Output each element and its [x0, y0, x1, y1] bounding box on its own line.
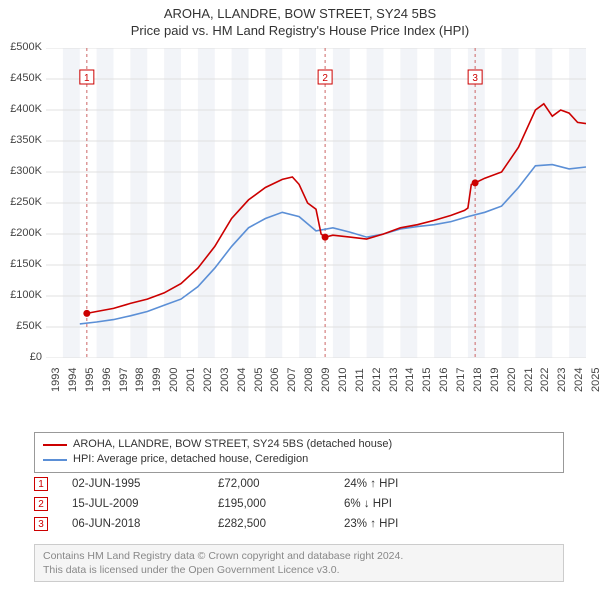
- x-tick-label: 2024: [573, 368, 585, 392]
- tx-marker: 1: [34, 477, 48, 491]
- x-tick-label: 2025: [590, 368, 600, 392]
- legend-row: AROHA, LLANDRE, BOW STREET, SY24 5BS (de…: [43, 437, 555, 452]
- y-tick-label: £450K: [2, 72, 42, 84]
- legend-label: HPI: Average price, detached house, Cere…: [73, 452, 308, 467]
- x-tick-label: 1998: [134, 368, 146, 392]
- x-tick-label: 2021: [523, 368, 535, 392]
- y-tick-label: £0: [2, 351, 42, 363]
- tx-delta: 24% ↑ HPI: [344, 478, 484, 490]
- tx-date: 06-JUN-2018: [72, 518, 212, 530]
- x-tick-label: 1993: [50, 368, 62, 392]
- x-tick-label: 2020: [506, 368, 518, 392]
- tx-date: 15-JUL-2009: [72, 498, 212, 510]
- x-tick-label: 2009: [320, 368, 332, 392]
- chart-svg: 1 2 3: [46, 48, 586, 358]
- x-tick-label: 1999: [151, 368, 163, 392]
- table-row: 2 15-JUL-2009 £195,000 6% ↓ HPI: [34, 494, 564, 514]
- chart-title: AROHA, LLANDRE, BOW STREET, SY24 5BS: [0, 0, 600, 21]
- x-tick-label: 2007: [286, 368, 298, 392]
- tx-marker: 3: [34, 517, 48, 531]
- legend-label: AROHA, LLANDRE, BOW STREET, SY24 5BS (de…: [73, 437, 392, 452]
- svg-text:2: 2: [322, 73, 328, 84]
- x-tick-label: 2017: [455, 368, 467, 392]
- legend: AROHA, LLANDRE, BOW STREET, SY24 5BS (de…: [34, 432, 564, 473]
- y-tick-label: £250K: [2, 196, 42, 208]
- tx-price: £195,000: [218, 498, 338, 510]
- y-tick-label: £400K: [2, 103, 42, 115]
- y-tick-label: £300K: [2, 165, 42, 177]
- x-tick-label: 2001: [185, 368, 197, 392]
- x-tick-label: 2019: [489, 368, 501, 392]
- tx-delta: 23% ↑ HPI: [344, 518, 484, 530]
- x-tick-label: 2012: [371, 368, 383, 392]
- y-tick-label: £100K: [2, 289, 42, 301]
- x-tick-label: 2011: [354, 368, 366, 392]
- footnote-line: This data is licensed under the Open Gov…: [43, 563, 555, 577]
- x-tick-label: 2015: [421, 368, 433, 392]
- x-tick-label: 2010: [337, 368, 349, 392]
- tx-date: 02-JUN-1995: [72, 478, 212, 490]
- tx-marker: 2: [34, 497, 48, 511]
- x-tick-label: 2016: [438, 368, 450, 392]
- x-tick-label: 2006: [269, 368, 281, 392]
- x-tick-label: 2018: [472, 368, 484, 392]
- x-tick-label: 2000: [168, 368, 180, 392]
- table-row: 1 02-JUN-1995 £72,000 24% ↑ HPI: [34, 474, 564, 494]
- x-tick-label: 2022: [539, 368, 551, 392]
- footnote: Contains HM Land Registry data © Crown c…: [34, 544, 564, 582]
- x-tick-label: 2004: [236, 368, 248, 392]
- tx-price: £72,000: [218, 478, 338, 490]
- x-tick-label: 2003: [219, 368, 231, 392]
- table-row: 3 06-JUN-2018 £282,500 23% ↑ HPI: [34, 514, 564, 534]
- legend-swatch-property: [43, 444, 67, 446]
- x-tick-label: 2008: [303, 368, 315, 392]
- x-tick-label: 2013: [388, 368, 400, 392]
- chart-subtitle: Price paid vs. HM Land Registry's House …: [0, 21, 600, 42]
- footnote-line: Contains HM Land Registry data © Crown c…: [43, 549, 555, 563]
- chart-area: 1 2 3: [46, 48, 586, 388]
- x-tick-label: 2005: [253, 368, 265, 392]
- transactions-table: 1 02-JUN-1995 £72,000 24% ↑ HPI 2 15-JUL…: [34, 474, 564, 534]
- x-tick-label: 2002: [202, 368, 214, 392]
- svg-text:1: 1: [84, 73, 90, 84]
- tx-delta: 6% ↓ HPI: [344, 498, 484, 510]
- y-tick-label: £350K: [2, 134, 42, 146]
- legend-row: HPI: Average price, detached house, Cere…: [43, 452, 555, 467]
- tx-price: £282,500: [218, 518, 338, 530]
- y-tick-label: £200K: [2, 227, 42, 239]
- x-tick-label: 1995: [84, 368, 96, 392]
- x-tick-label: 1996: [101, 368, 113, 392]
- x-tick-label: 1994: [67, 368, 79, 392]
- legend-swatch-hpi: [43, 459, 67, 461]
- x-tick-label: 2023: [556, 368, 568, 392]
- x-tick-label: 1997: [118, 368, 130, 392]
- svg-text:3: 3: [472, 73, 478, 84]
- x-tick-label: 2014: [404, 368, 416, 392]
- y-tick-label: £500K: [2, 41, 42, 53]
- y-tick-label: £50K: [2, 320, 42, 332]
- y-tick-label: £150K: [2, 258, 42, 270]
